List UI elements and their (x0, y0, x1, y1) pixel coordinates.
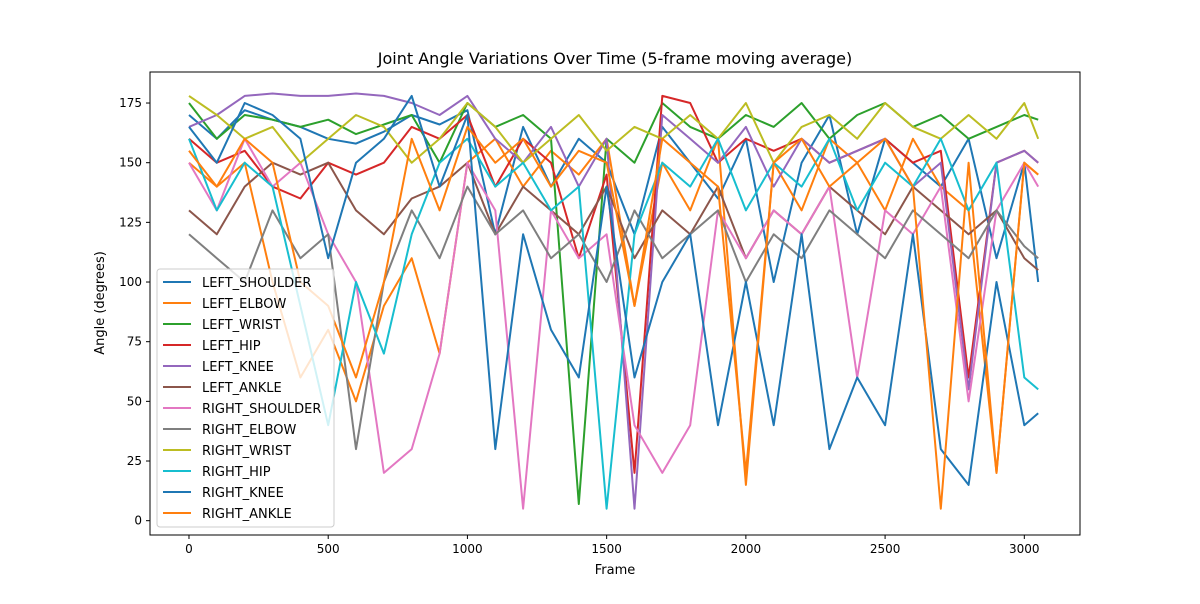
y-tick-label: 75 (127, 335, 142, 349)
series-line-right-knee (188, 94, 1039, 486)
plot-frame (149, 71, 1081, 536)
legend-label: RIGHT_ELBOW (202, 423, 297, 438)
x-tick-label: 1000 (452, 542, 483, 556)
legend-box (156, 268, 335, 528)
y-tick-label: 175 (119, 96, 142, 110)
series-line-left-ankle (188, 161, 1039, 271)
y-tick-label: 100 (119, 275, 142, 289)
x-tick-label: 2500 (870, 542, 901, 556)
x-axis-label: Frame (595, 563, 636, 578)
y-tick-label: 25 (127, 454, 142, 468)
legend-label: RIGHT_SHOULDER (202, 402, 321, 417)
legend: LEFT_SHOULDER LEFT_ELBOW LEFT_WRIST LEFT_HI… (156, 268, 335, 528)
y-axis-label: Angle (degrees) (93, 251, 108, 355)
x-tick-label: 2000 (731, 542, 762, 556)
legend-label: LEFT_KNEE (202, 360, 274, 375)
legend-label: RIGHT_WRIST (202, 444, 291, 459)
y-tick-label: 125 (119, 215, 142, 229)
x-tick-label: 0 (185, 542, 193, 556)
legend-label: RIGHT_ANKLE (202, 507, 292, 522)
x-axis: 0 500 1000 1500 2000 2500 3000 (185, 535, 1040, 556)
y-tick-label: 0 (134, 514, 142, 528)
y-tick-label: 50 (127, 394, 142, 408)
x-tick-label: 500 (317, 542, 340, 556)
legend-label: LEFT_WRIST (202, 318, 281, 333)
x-tick-label: 3000 (1009, 542, 1040, 556)
legend-label: LEFT_ELBOW (202, 297, 287, 312)
legend-label: LEFT_SHOULDER (202, 276, 311, 291)
chart-title: Joint Angle Variations Over Time (5-fram… (377, 49, 852, 68)
legend-label: RIGHT_KNEE (202, 486, 284, 501)
x-tick-label: 1500 (591, 542, 622, 556)
legend-label: RIGHT_HIP (202, 465, 271, 480)
series-line-right-wrist (188, 95, 1040, 164)
y-axis: 0 25 50 75 100 125 150 175 (119, 96, 150, 528)
legend-label: LEFT_HIP (202, 339, 261, 354)
legend-label: LEFT_ANKLE (202, 381, 282, 396)
y-tick-label: 150 (119, 156, 142, 170)
